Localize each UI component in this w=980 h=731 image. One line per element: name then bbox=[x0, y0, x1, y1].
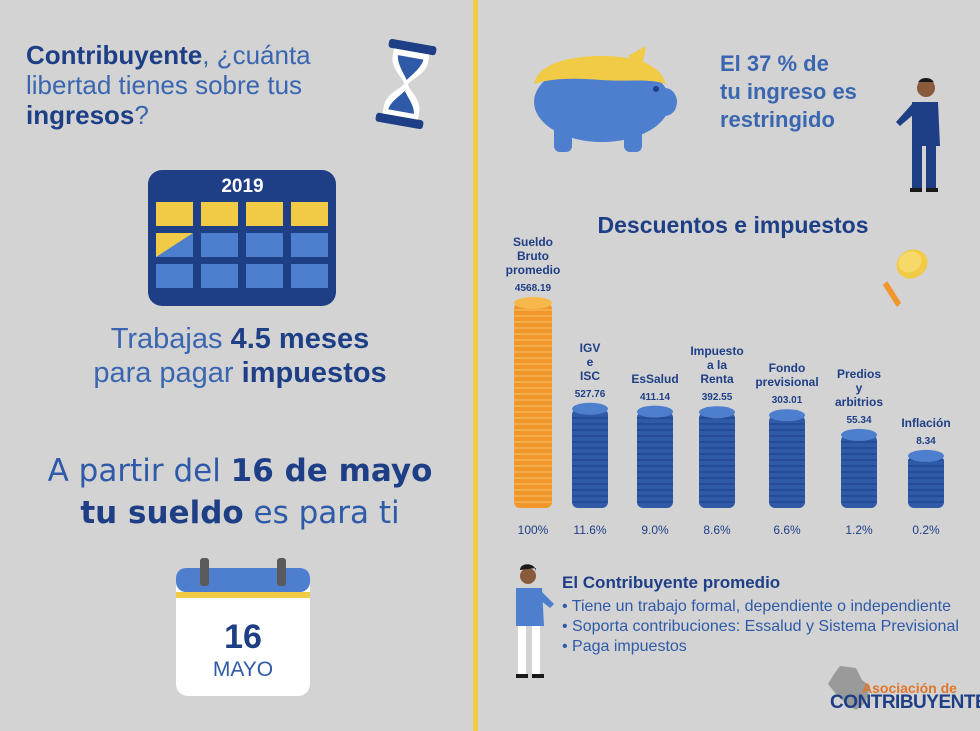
restricted-line-1: El 37 % de bbox=[720, 51, 829, 76]
work-bold-2: impuestos bbox=[241, 357, 387, 389]
profile-item: Tiene un trabajo formal, dependiente o i… bbox=[562, 597, 959, 617]
bar-category-label: Impuesto a la Renta bbox=[680, 344, 754, 386]
bar-category-label: Fondo previsional bbox=[750, 361, 824, 389]
work-bold-1: 4.5 meses bbox=[230, 323, 370, 355]
bar-category-line: Fondo bbox=[768, 361, 806, 376]
calendar-month: MAYO bbox=[212, 658, 274, 681]
bar-category-line: e bbox=[586, 354, 594, 369]
headline-bold-2: ingresos bbox=[26, 100, 135, 130]
headline-text-1: , ¿cuánta libertad tienes sobre tus bbox=[26, 40, 311, 100]
bar-value-label: 55.34 bbox=[846, 414, 872, 426]
from-bold-2: tu sueldo bbox=[80, 495, 244, 531]
chart-title: Descuentos e impuestos bbox=[597, 212, 869, 238]
bar-percent-label: 8.6% bbox=[703, 523, 731, 537]
bar-category-line: promedio bbox=[505, 263, 561, 277]
profile-item: Soporta contribuciones: Essalud y Sistem… bbox=[562, 617, 959, 637]
logo-line-1: Asociación de bbox=[862, 680, 957, 696]
from-text-1: A partir del bbox=[47, 453, 231, 489]
logo-line-2: CONTRIBUYENTES bbox=[830, 692, 980, 713]
calendar-year: 2019 bbox=[221, 176, 264, 197]
coin-stack-bar bbox=[908, 449, 944, 508]
bar-category-line: Renta bbox=[700, 372, 734, 387]
coin-stack-bar bbox=[841, 428, 877, 508]
bar-percent-label: 0.2% bbox=[912, 523, 940, 537]
bar-value-label: 4568.19 bbox=[514, 283, 552, 294]
from-text-2: es para ti bbox=[243, 495, 400, 531]
hourglass-icon bbox=[375, 38, 437, 130]
work-text-2: para pagar bbox=[93, 357, 242, 389]
calendar-2019-icon bbox=[148, 170, 336, 306]
from-bold-1: 16 de mayo bbox=[230, 453, 433, 489]
profile-list: Tiene un trabajo formal, dependiente o i… bbox=[562, 597, 959, 657]
coin-stack-bar bbox=[572, 402, 608, 508]
coin-stack-chart bbox=[514, 297, 944, 508]
coin-icon bbox=[882, 249, 928, 307]
work-text-1: Trabajas bbox=[110, 323, 231, 355]
headline-text-2: ? bbox=[134, 100, 149, 130]
restricted-income-text: El 37 % de tu ingreso es restringido bbox=[720, 50, 920, 134]
work-months-text: Trabajas 4.5 meses para pagar impuestos bbox=[30, 322, 450, 390]
coin-stack-bar bbox=[637, 405, 673, 508]
bar-percent-label: 9.0% bbox=[641, 523, 669, 537]
bar-category-line: Predios bbox=[836, 366, 881, 381]
bar-percent-label: 1.2% bbox=[845, 523, 873, 537]
bar-category-label: Sueldo Bruto promedio bbox=[496, 235, 570, 277]
bar-category-line: IGV bbox=[579, 340, 601, 355]
bar-value-label: 8.34 bbox=[916, 435, 936, 447]
center-divider bbox=[473, 0, 478, 731]
bar-category-line: ISC bbox=[579, 368, 600, 383]
profile-title: El Contribuyente promedio bbox=[562, 573, 781, 592]
businessman-icon bbox=[896, 78, 940, 192]
coin-stack-bar bbox=[769, 409, 805, 508]
bar-value-label: 411.14 bbox=[639, 391, 671, 403]
calendar-may-icon bbox=[176, 558, 310, 696]
bar-category-line: Impuesto bbox=[690, 344, 744, 359]
coin-stack-bar bbox=[699, 406, 735, 508]
piggy-bank-icon bbox=[534, 46, 677, 152]
bar-category-line: arbitrios bbox=[834, 394, 883, 409]
bar-category-line: y bbox=[855, 380, 863, 395]
profile-item: Paga impuestos bbox=[562, 637, 959, 657]
restricted-line-2: tu ingreso es bbox=[720, 79, 857, 104]
bar-category-line: previsional bbox=[755, 375, 819, 390]
headline: Contribuyente, ¿cuánta libertad tienes s… bbox=[26, 40, 366, 130]
bar-category-label: Predios y arbitrios bbox=[822, 367, 896, 409]
bar-category-line: a la bbox=[706, 358, 727, 373]
bar-category-line: Sueldo bbox=[512, 235, 553, 249]
bar-value-label: 303.01 bbox=[771, 395, 803, 407]
restricted-line-3: restringido bbox=[720, 107, 835, 132]
bar-value-label: 527.76 bbox=[574, 388, 606, 400]
headline-bold-1: Contribuyente bbox=[26, 40, 203, 70]
woman-icon bbox=[516, 564, 554, 678]
bar-category-label: EsSalud bbox=[618, 372, 692, 386]
bar-category-line: Inflación bbox=[901, 415, 951, 430]
peru-map-logo-icon bbox=[828, 666, 870, 710]
bar-percent-label: 100% bbox=[517, 523, 549, 537]
bar-category-label: Inflación bbox=[889, 416, 963, 430]
bar-value-label: 392.55 bbox=[701, 392, 733, 404]
bar-percent-label: 6.6% bbox=[773, 523, 801, 537]
bar-category-line: EsSalud bbox=[631, 371, 679, 386]
bar-category-label: IGV e ISC bbox=[553, 341, 627, 383]
from-date-text: A partir del 16 de mayo tu sueldo es par… bbox=[20, 450, 460, 534]
coin-stack-bar bbox=[514, 297, 552, 508]
bar-percent-label: 11.6% bbox=[573, 523, 607, 537]
bar-category-line: Bruto bbox=[517, 249, 549, 263]
calendar-day: 16 bbox=[224, 618, 262, 656]
